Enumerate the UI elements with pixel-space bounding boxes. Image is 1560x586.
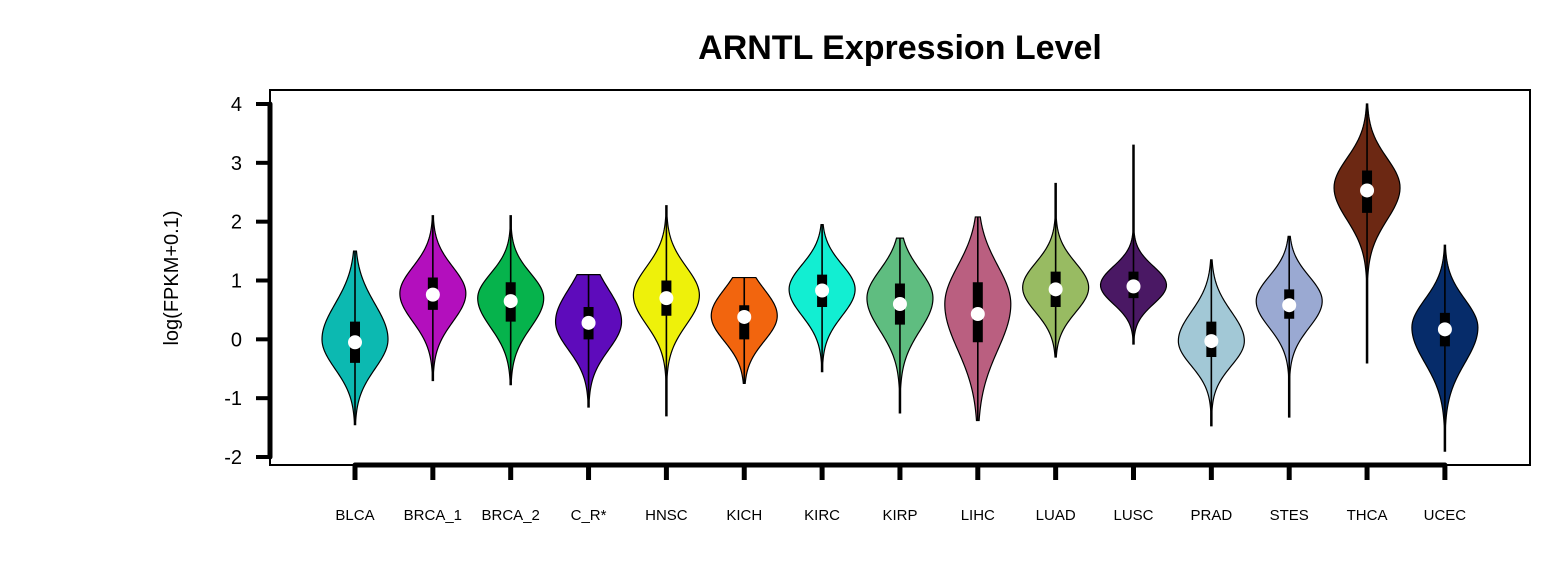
violin-median-dot xyxy=(1126,279,1141,294)
x-tick-label: LUSC xyxy=(1113,507,1153,524)
violin-lusc xyxy=(1099,144,1168,345)
violin-kich xyxy=(710,276,778,385)
y-tick-label: 3 xyxy=(231,153,242,175)
violin-brca-2 xyxy=(477,215,545,386)
violin-median-dot xyxy=(425,287,440,302)
x-tick-label: PRAD xyxy=(1191,507,1233,524)
y-tick-label: 0 xyxy=(231,329,242,351)
violin-median-dot xyxy=(737,309,752,324)
violin-luad xyxy=(1022,182,1090,358)
violin-brca-1 xyxy=(399,215,467,382)
x-tick-label: BRCA_1 xyxy=(404,507,462,524)
violin-kirp xyxy=(866,237,934,414)
violin-blca xyxy=(321,250,389,426)
violin-median-dot xyxy=(503,294,518,309)
y-tick-label: 4 xyxy=(231,94,242,116)
violin-prad xyxy=(1177,259,1245,427)
violin-median-dot xyxy=(659,291,674,306)
violin-kirc xyxy=(788,224,856,373)
violin-median-dot xyxy=(1282,298,1297,313)
violins-group xyxy=(321,103,1479,452)
y-axis-ticks: -2 -1 0 1 2 3 4 xyxy=(224,94,270,469)
violin-median-dot xyxy=(815,283,830,298)
x-tick-label: STES xyxy=(1270,507,1309,524)
violin-c-r- xyxy=(554,274,623,408)
y-tick-label: -1 xyxy=(224,388,242,410)
y-tick-label: -2 xyxy=(224,447,242,469)
x-tick-label: BRCA_2 xyxy=(482,507,540,524)
violin-lihc xyxy=(944,216,1012,422)
x-tick-label: LUAD xyxy=(1036,507,1076,524)
x-axis-ticks: BLCA BRCA_1 BRCA_2 C_R* HNSC KICH KIRC KIRP LIHC… xyxy=(335,465,1466,524)
violin-thca xyxy=(1333,103,1401,364)
x-tick-label: KIRP xyxy=(882,507,917,524)
violin-median-dot xyxy=(348,335,362,350)
violin-median-dot xyxy=(1048,282,1063,297)
x-tick-label: C_R* xyxy=(571,507,607,524)
x-tick-label: KIRC xyxy=(804,507,840,524)
x-tick-label: THCA xyxy=(1347,507,1388,524)
x-tick-label: LIHC xyxy=(961,507,995,524)
x-tick-label: BLCA xyxy=(335,507,374,524)
violin-median-dot xyxy=(581,315,596,330)
violin-median-dot xyxy=(1360,183,1375,198)
y-tick-label: 1 xyxy=(231,271,242,293)
violin-ucec xyxy=(1411,244,1479,452)
violin-median-dot xyxy=(1204,334,1219,349)
violin-hnsc xyxy=(632,205,701,417)
violin-median-dot xyxy=(1437,322,1452,337)
y-axis-label: log(FPKM+0.1) xyxy=(161,210,183,345)
x-tick-label: UCEC xyxy=(1424,507,1467,524)
violin-median-dot xyxy=(892,297,907,312)
violin-median-dot xyxy=(970,307,985,322)
x-tick-label: KICH xyxy=(726,507,762,524)
violin-stes xyxy=(1255,235,1323,418)
y-tick-label: 2 xyxy=(231,212,242,234)
chart-title: ARNTL Expression Level xyxy=(698,29,1102,67)
x-tick-label: HNSC xyxy=(645,507,688,524)
